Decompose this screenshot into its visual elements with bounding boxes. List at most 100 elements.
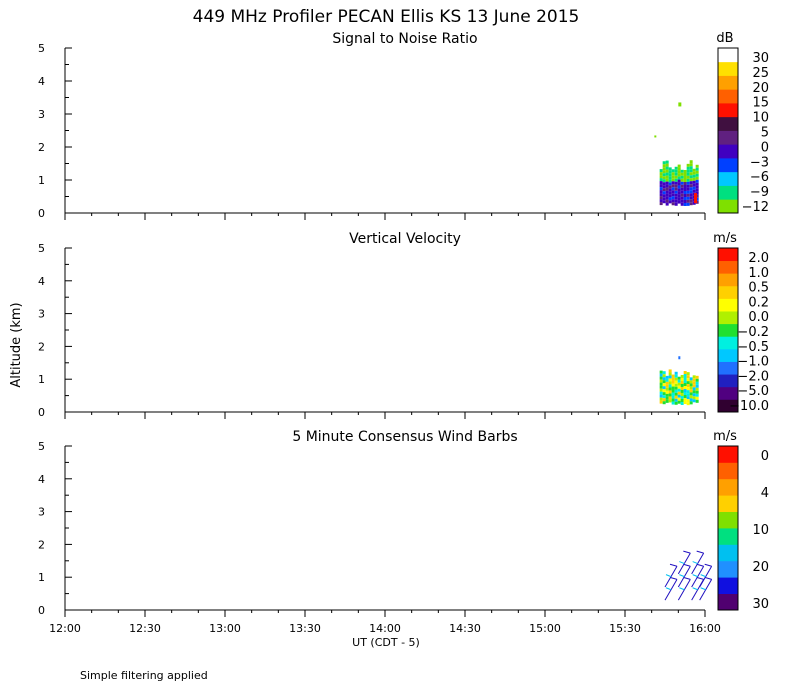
y-tick-label: 2 — [38, 538, 45, 551]
echo-cell — [677, 167, 681, 171]
colorbar-segment — [718, 544, 738, 562]
echo-cell — [686, 199, 690, 203]
echo-cell — [689, 386, 693, 390]
echo-cell — [665, 390, 669, 394]
echo-cell — [668, 378, 672, 382]
echo-cell — [689, 169, 693, 173]
echo-cell — [677, 397, 681, 401]
echo-cell — [668, 390, 672, 394]
echo-cell — [668, 176, 672, 180]
echo-cell — [689, 199, 693, 203]
echo-cell — [659, 196, 663, 200]
echo-cell — [662, 167, 666, 171]
y-tick-label: 1 — [38, 373, 45, 386]
colorbar-label: 15 — [752, 96, 769, 111]
echo-cell — [686, 175, 690, 179]
echo-cell — [659, 400, 663, 404]
echo-cell — [659, 385, 663, 389]
x-tick-label: 15:00 — [529, 622, 561, 635]
colorbar-segment — [718, 323, 738, 337]
echo-cell — [677, 388, 681, 392]
echo-cell — [674, 193, 678, 197]
echo-cell — [659, 190, 663, 194]
colorbar-label: −9 — [750, 185, 769, 200]
echo-cell — [662, 188, 666, 192]
wind-barb-flag — [683, 550, 691, 554]
wind-barb-flag — [669, 576, 678, 580]
echo-cell — [668, 372, 672, 376]
echo-cell — [695, 173, 699, 177]
echo-cell — [671, 193, 675, 197]
echo-cell — [683, 199, 687, 203]
colorbar-segment — [718, 336, 738, 350]
colorbar-label: 0.5 — [748, 281, 769, 296]
echo-cell — [689, 389, 693, 393]
echo-cell — [671, 374, 675, 378]
echo-cell — [665, 172, 669, 176]
echo-cell — [683, 383, 687, 387]
wind-barb-flag — [696, 563, 704, 567]
echo-cell — [695, 179, 699, 183]
colorbar-segment — [718, 130, 738, 145]
echo-cell — [665, 178, 669, 182]
echo-cell — [686, 384, 690, 388]
wind-barb-flag — [683, 576, 691, 580]
echo-cell — [671, 187, 675, 191]
echo-cell — [678, 356, 681, 360]
echo-cell — [662, 200, 666, 204]
echo-cell — [695, 185, 699, 189]
colorbar-segment — [718, 285, 738, 299]
echo-cell — [689, 175, 693, 179]
echo-cell — [680, 392, 684, 396]
echo-cell — [689, 190, 693, 194]
echo-cell — [662, 389, 666, 393]
echo-cell — [662, 161, 666, 165]
echo-cell — [662, 374, 666, 378]
echo-cell — [680, 383, 684, 387]
echo-cell — [668, 200, 672, 204]
echo-cell — [680, 202, 684, 206]
colorbar-label: 0.2 — [748, 295, 769, 310]
echo-cell — [665, 378, 669, 382]
echo-cell — [689, 160, 693, 164]
echo-cell — [674, 166, 678, 170]
echo-cell — [686, 378, 690, 382]
echo-cell — [662, 401, 666, 405]
echo-cell — [683, 371, 687, 375]
figure-title: 449 MHz Profiler PECAN Ellis KS 13 June … — [193, 7, 580, 27]
x-tick-label: 15:30 — [609, 622, 641, 635]
wind-barb-flag — [692, 561, 698, 564]
colorbar-segment — [718, 577, 738, 594]
echo-cell — [659, 187, 663, 191]
echo-cell — [665, 187, 669, 191]
echo-cell — [654, 135, 657, 138]
echo-cell — [668, 375, 672, 379]
echo-cell — [677, 385, 681, 389]
echo-cell — [692, 171, 696, 175]
echo-cell — [680, 193, 684, 197]
wind-barb-flag — [683, 563, 691, 567]
colorbar-label: −10.0 — [729, 399, 769, 414]
echo-cell — [668, 191, 672, 195]
colorbar-segment — [718, 61, 738, 76]
echo-cell — [683, 392, 687, 396]
echo-cell — [692, 168, 696, 172]
colorbar-label: −0.5 — [737, 340, 769, 355]
echo-cell — [680, 374, 684, 378]
colorbar-label: 5 — [761, 126, 769, 141]
echo-cell — [680, 389, 684, 393]
wind-barb-flag — [665, 587, 672, 591]
colorbar-label: 30 — [752, 597, 769, 612]
echo-cell — [671, 199, 675, 203]
echo-cell — [692, 381, 696, 385]
echo-cell — [683, 202, 687, 206]
echo-cell — [689, 172, 693, 176]
colorbar-frame — [717, 247, 739, 413]
y-tick-label: 5 — [38, 440, 45, 453]
echo-cell — [680, 386, 684, 390]
echo-cell — [695, 378, 699, 382]
echo-cell — [662, 182, 666, 186]
echo-cell — [674, 196, 678, 200]
echo-cell — [668, 369, 672, 373]
echo-cell — [677, 188, 681, 192]
